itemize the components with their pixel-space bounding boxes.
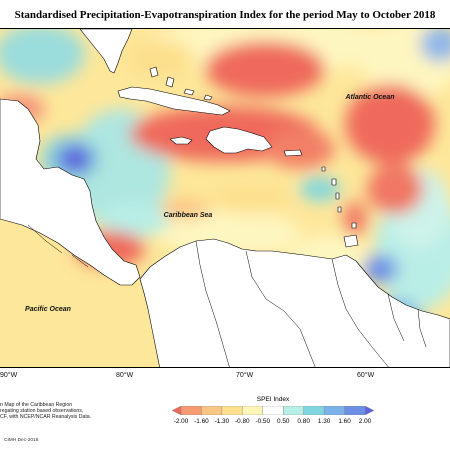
atlantic-ocean-label: Atlantic Ocean xyxy=(344,94,394,101)
bahamas-island xyxy=(165,76,175,88)
legend-tick-label: 0.50 xyxy=(276,418,290,425)
spei-map: Atlantic Ocean Caribbean Sea Pacific Oce… xyxy=(0,29,450,367)
legend-tick-label: -0.80 xyxy=(235,418,250,425)
legend-title: SPEI Index xyxy=(256,396,290,403)
border-line xyxy=(245,250,316,367)
legend-color-swatch xyxy=(262,406,284,415)
border-line xyxy=(387,293,405,342)
note-line: regating station based observations, xyxy=(0,408,84,414)
spei-legend: SPEI Index -2.00 -1.60 -1.30 -0.80 -0.50 0.50… xyxy=(168,396,378,436)
lesser-antilles-island xyxy=(351,222,357,229)
legend-color-swatch xyxy=(364,406,374,415)
credit-text: CIMH Dec-2018 xyxy=(4,438,39,443)
note-line: CF, with NCEP/NCAR Reanalysis Data. xyxy=(0,414,92,420)
legend-color-swatch xyxy=(201,406,223,415)
legend-color-swatch xyxy=(323,406,345,415)
legend-tick-labels: -2.00 -1.60 -1.30 -0.80 -0.50 0.50 0.80 1.30 1.6… xyxy=(168,418,378,428)
trinidad-island xyxy=(343,234,359,248)
longitude-label: 80°W xyxy=(116,372,134,379)
legend-tick-label: -1.60 xyxy=(194,418,209,425)
legend-color-swatch xyxy=(283,406,304,415)
border-line xyxy=(27,224,63,254)
border-line xyxy=(417,308,427,348)
legend-tick-label: 1.30 xyxy=(317,418,331,425)
legend-color-swatch xyxy=(172,406,182,415)
lesser-antilles-island xyxy=(335,192,340,200)
south-america-landmass xyxy=(139,238,450,367)
bahamas-island xyxy=(183,88,195,96)
bahamas-island xyxy=(149,66,159,78)
bahamas-island xyxy=(203,94,213,101)
legend-color-swatch xyxy=(303,406,325,415)
central-america-landmass xyxy=(0,98,141,286)
legend-color-swatch xyxy=(242,406,263,415)
puerto-rico-island xyxy=(283,149,303,157)
legend-tick-label: 2.00 xyxy=(358,418,372,425)
border-line xyxy=(331,258,389,367)
legend-color-swatch xyxy=(180,406,202,415)
legend-color-swatch xyxy=(344,406,366,415)
hispaniola-island xyxy=(205,126,273,154)
legend-colorbar xyxy=(172,406,374,415)
legend-tick-label: -0.50 xyxy=(255,418,271,425)
spei-map-panel: Atlantic Ocean Caribbean Sea Pacific Oce… xyxy=(0,28,450,368)
pacific-ocean-label: Pacific Ocean xyxy=(25,306,71,313)
jamaica-island xyxy=(169,136,193,145)
caribbean-sea-label: Caribbean Sea xyxy=(164,212,213,219)
legend-tick-label: 0.80 xyxy=(297,418,310,425)
legend-tick-label: 1.60 xyxy=(338,418,351,425)
lesser-antilles-island xyxy=(337,206,342,213)
note-line: n Map of the Caribbean Region xyxy=(0,402,73,408)
border-line xyxy=(195,240,230,367)
map-description-notes: n Map of the Caribbean Region regating s… xyxy=(0,402,150,420)
legend-tick-label: -1.30 xyxy=(214,418,230,425)
cuba-island xyxy=(117,86,231,116)
lesser-antilles-island xyxy=(321,166,326,172)
land-masses xyxy=(0,29,450,367)
border-line xyxy=(71,254,89,268)
florida-landmass xyxy=(79,29,133,74)
longitude-label: 70°W xyxy=(236,372,254,379)
longitude-label: 90°W xyxy=(0,372,18,379)
map-title: Standardised Precipitation-Evapotranspir… xyxy=(14,9,436,21)
legend-color-swatch xyxy=(221,406,243,415)
longitude-label: 60°W xyxy=(357,372,375,379)
lesser-antilles-island xyxy=(331,178,337,186)
legend-tick-label: -2.00 xyxy=(173,418,189,425)
